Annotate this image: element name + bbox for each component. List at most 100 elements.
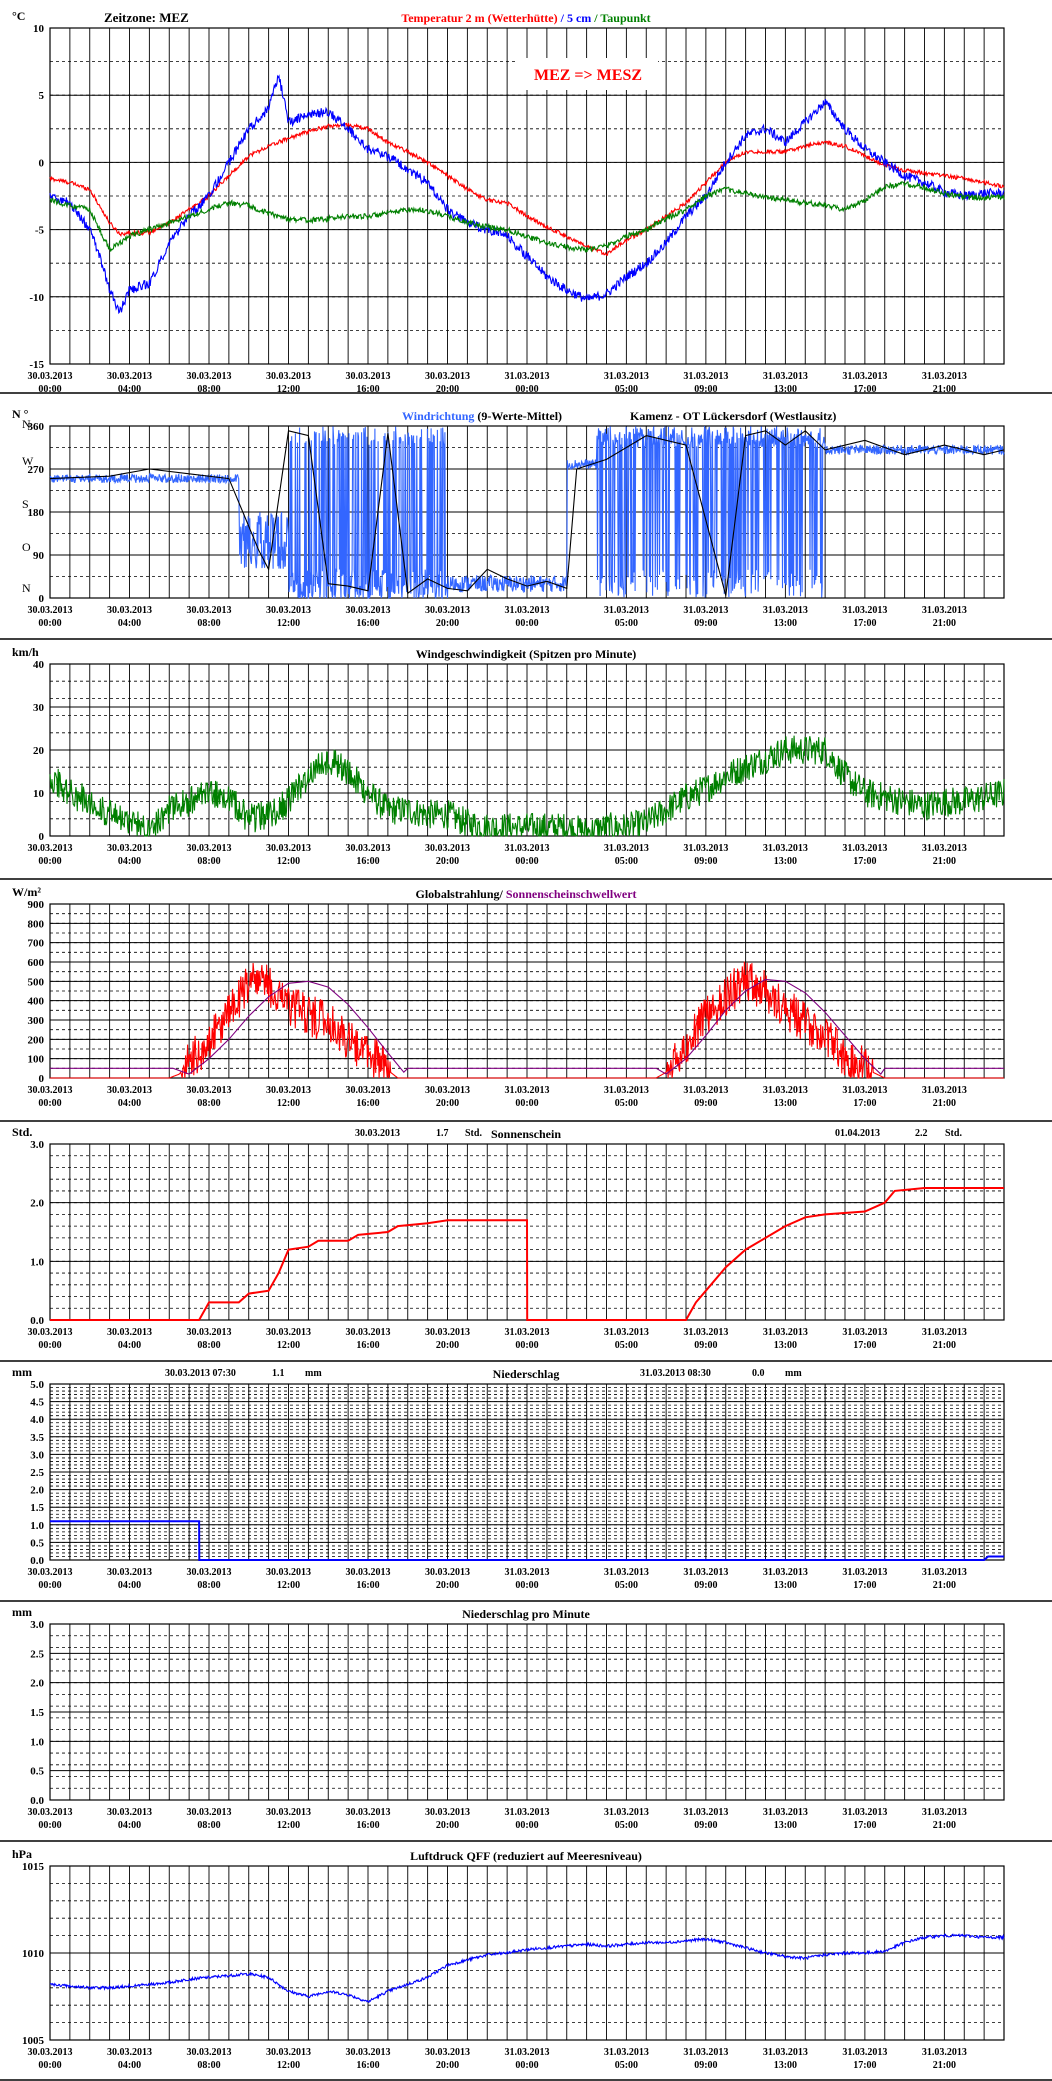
y-unit-label: km/h [12,645,39,659]
x-tick-date: 30.03.2013 [266,843,311,854]
y-unit-label: °C [12,9,25,23]
x-tick-time: 05:00 [615,618,638,629]
y-tick-label: 0 [39,157,45,169]
x-tick-time: 21:00 [933,1340,956,1351]
x-tick-time: 16:00 [356,1098,379,1109]
chart-wind-speed: 40 30 20 10 0 km/h 30.03.2013 00:00 30.03.2013 04… [0,645,1052,880]
x-tick-date: 31.03.2013 [683,1807,728,1818]
x-tick-date: 31.03.2013 [922,843,967,854]
x-tick-date: 30.03.2013 [425,605,470,616]
y-tick-label: 3.0 [30,1619,44,1631]
x-tick-time: 08:00 [197,1820,220,1831]
y-tick-label: -5 [35,225,45,237]
x-tick-time: 04:00 [118,1580,141,1591]
x-tick-time: 08:00 [197,384,220,395]
x-tick-date: 30.03.2013 [107,371,152,382]
x-tick-date: 31.03.2013 [604,843,649,854]
y-tick-label: 270 [28,464,45,476]
x-tick-date: 30.03.2013 [28,1807,73,1818]
x-tick-date: 31.03.2013 [683,2047,728,2058]
x-tick-time: 17:00 [853,384,876,395]
x-tick-time: 05:00 [615,856,638,867]
x-tick-date: 31.03.2013 [683,843,728,854]
x-tick-date: 30.03.2013 [107,1327,152,1338]
x-tick-time: 17:00 [853,618,876,629]
y-tick-label: 400 [28,996,45,1008]
x-tick-date: 31.03.2013 [842,843,887,854]
series-sonnenscheinschwellwert [50,978,1004,1075]
compass-label: N [22,581,31,595]
mez-mesz-box: MEZ => MESZ [518,58,658,90]
x-tick-time: 16:00 [356,1820,379,1831]
y-unit-label: hPa [12,1847,32,1861]
series-windrichtung [49,426,1005,600]
x-tick-date: 31.03.2013 [763,371,808,382]
x-tick-time: 17:00 [853,1820,876,1831]
y-tick-label: 1015 [22,1861,45,1873]
x-tick-time: 13:00 [774,1820,797,1831]
x-tick-time: 12:00 [277,618,300,629]
y-tick-label: 0.5 [30,1537,44,1549]
x-tick-date: 30.03.2013 [346,1807,391,1818]
x-tick-date: 31.03.2013 [763,2047,808,2058]
temperature-header: Zeitzone: MEZ MEZ => MESZ [104,10,658,90]
compass-label: N [22,417,31,431]
x-tick-date: 30.03.2013 [28,1085,73,1096]
x-tick-time: 12:00 [277,1580,300,1591]
x-tick-date: 31.03.2013 [683,371,728,382]
chart-title: Windrichtung (9-Werte-Mittel) [402,409,562,423]
x-tick-time: 00:00 [38,1340,61,1351]
x-tick-date: 30.03.2013 [187,1567,232,1578]
x-tick-time: 00:00 [38,2060,61,2071]
x-tick-time: 21:00 [933,2060,956,2071]
series-windgeschwindigkeit [49,735,1005,837]
timezone-label: Zeitzone: MEZ [104,10,189,25]
x-tick-time: 00:00 [38,618,61,629]
x-tick-date: 30.03.2013 [28,2047,73,2058]
x-tick-date: 31.03.2013 [922,2047,967,2058]
x-tick-date: 31.03.2013 [842,371,887,382]
x-tick-date: 30.03.2013 [107,605,152,616]
x-tick-time: 04:00 [118,384,141,395]
x-tick-time: 00:00 [38,1580,61,1591]
x-tick-date: 30.03.2013 [28,371,73,382]
x-tick-time: 17:00 [853,856,876,867]
x-tick-date: 31.03.2013 [505,605,550,616]
x-tick-time: 21:00 [933,1820,956,1831]
x-tick-date: 30.03.2013 [425,2047,470,2058]
x-tick-date: 31.03.2013 [922,605,967,616]
x-tick-date: 30.03.2013 [187,605,232,616]
x-tick-time: 05:00 [615,1580,638,1591]
plot-frame [49,425,1005,599]
y-tick-label: 10 [33,788,45,800]
x-tick-time: 12:00 [277,384,300,395]
x-tick-time: 00:00 [515,1820,538,1831]
x-tick-time: 05:00 [615,1820,638,1831]
compass-label: S [22,497,29,511]
x-tick-time: 05:00 [615,384,638,395]
x-tick-date: 30.03.2013 [28,605,73,616]
y-tick-label: 2.0 [30,1678,44,1690]
x-tick-time: 04:00 [118,1098,141,1109]
x-tick-date: 31.03.2013 [505,843,550,854]
x-tick-time: 12:00 [277,1098,300,1109]
x-tick-time: 17:00 [853,1098,876,1109]
x-tick-date: 30.03.2013 [107,2047,152,2058]
x-tick-date: 31.03.2013 [683,1327,728,1338]
x-tick-time: 20:00 [436,2060,459,2071]
x-tick-date: 30.03.2013 [28,843,73,854]
summary-value: 2.2 [915,1128,928,1139]
x-tick-date: 30.03.2013 [266,605,311,616]
x-tick-date: 30.03.2013 [425,1567,470,1578]
series-taupunkt [49,181,1005,253]
y-tick-label: 90 [33,550,45,562]
x-tick-time: 21:00 [933,618,956,629]
x-tick-time: 09:00 [694,618,717,629]
summary-unit: mm [785,1368,802,1379]
summary-unit: mm [305,1368,322,1379]
x-tick-time: 09:00 [694,384,717,395]
y-tick-label: 5 [39,90,45,102]
x-tick-date: 31.03.2013 [842,1807,887,1818]
x-tick-date: 31.03.2013 [842,605,887,616]
x-tick-time: 21:00 [933,856,956,867]
